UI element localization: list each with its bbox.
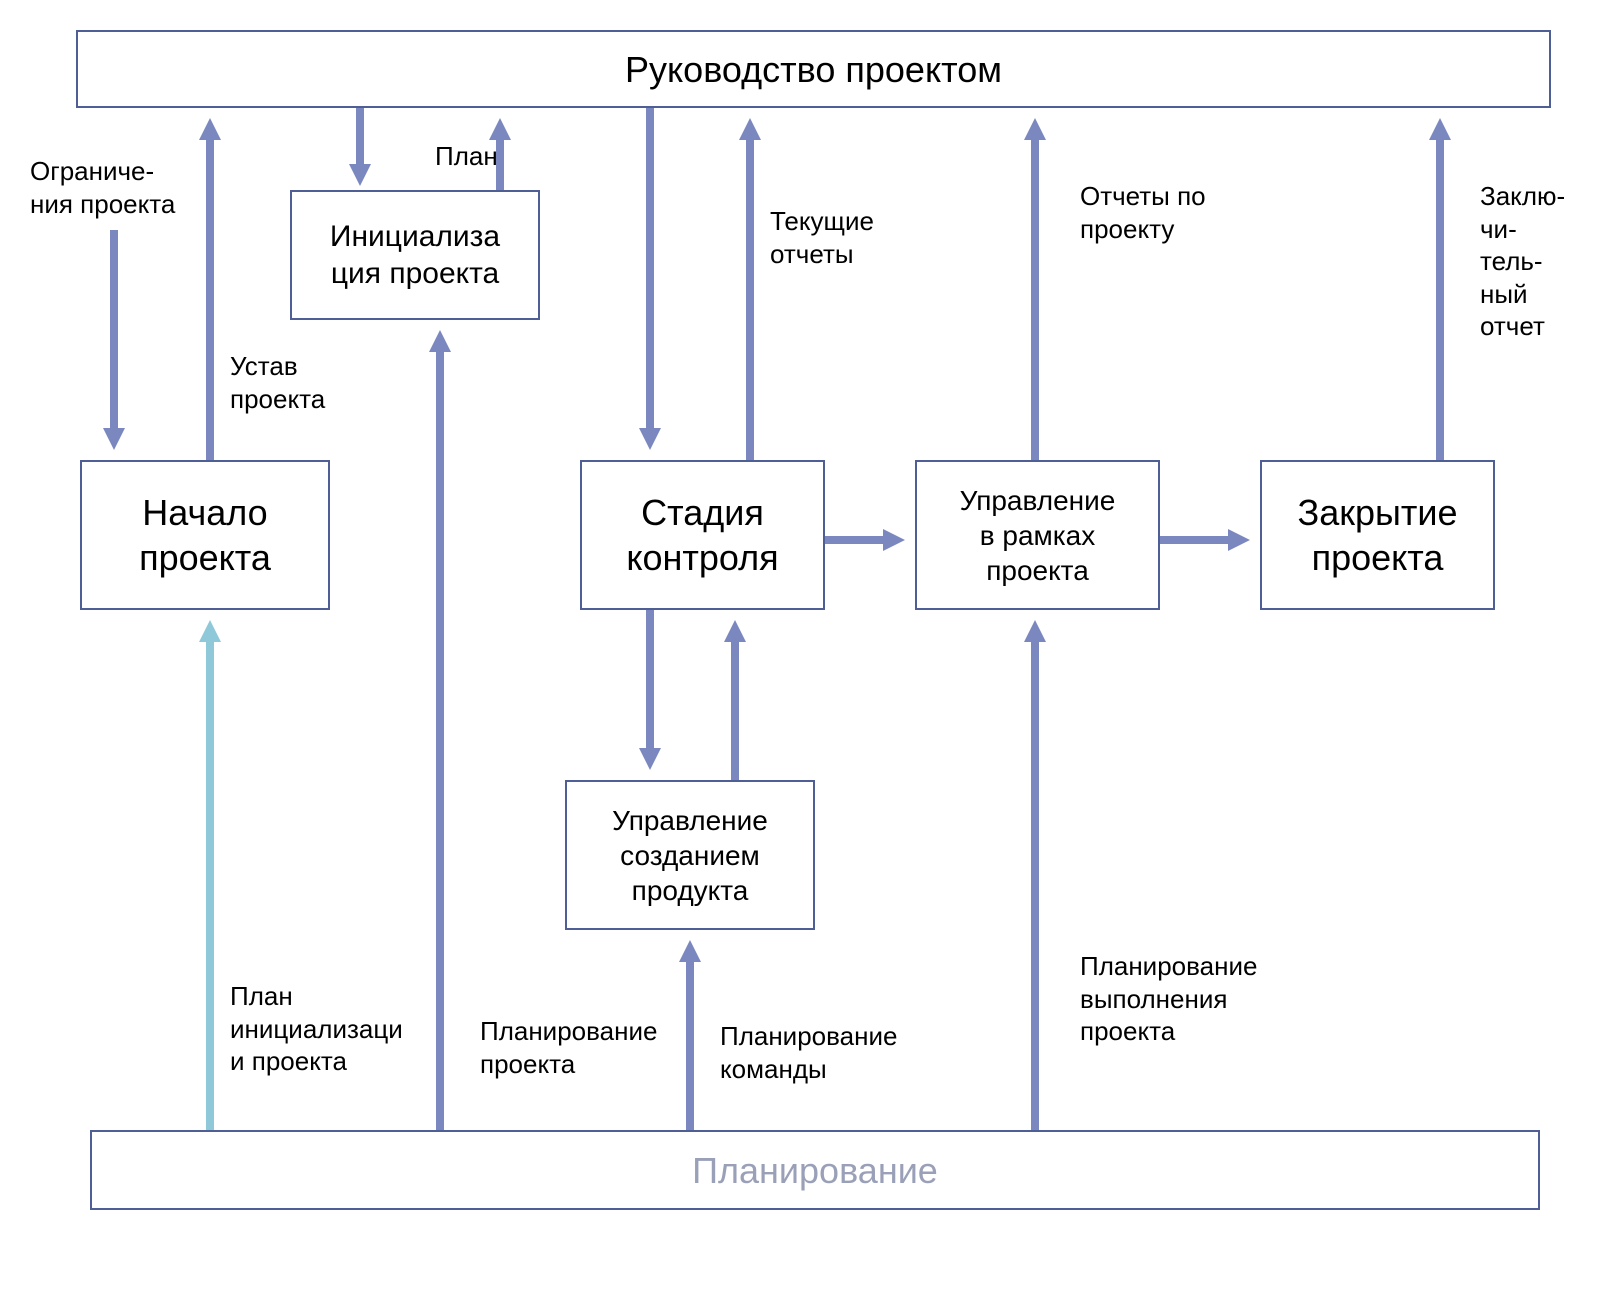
arrow-head-final_report_up: [1429, 118, 1451, 140]
label-constraints: Ограниче- ния проекта: [30, 155, 175, 220]
node-label-control: Стадия контроля: [626, 490, 778, 580]
arrow-project_reports_up: [1031, 140, 1039, 460]
node-leadership: Руководство проектом: [76, 30, 1551, 108]
arrow-charter_up: [206, 140, 214, 460]
arrow-head-plan_down: [349, 164, 371, 186]
arrow-control_to_scope: [825, 536, 883, 544]
node-label-leadership: Руководство проектом: [625, 47, 1002, 92]
arrow-exec_planning_up: [1031, 642, 1039, 1130]
label-final_report: Заклю- чи- тель- ный отчет: [1480, 180, 1565, 343]
arrow-plan_down: [356, 108, 364, 164]
node-product_mgmt: Управление созданием продукта: [565, 780, 815, 930]
label-project_reports: Отчеты по проекту: [1080, 180, 1206, 245]
arrow-head-product_to_control_up: [724, 620, 746, 642]
arrow-head-control_down: [639, 428, 661, 450]
arrow-head-project_reports_up: [1024, 118, 1046, 140]
arrow-control_down: [646, 108, 654, 428]
node-label-product_mgmt: Управление созданием продукта: [612, 803, 768, 908]
arrow-head-constraints_down: [103, 428, 125, 450]
arrow-project_planning_up: [436, 352, 444, 1130]
arrow-head-current_reports_up: [739, 118, 761, 140]
arrow-team_planning_up: [686, 962, 694, 1130]
label-current_reports: Текущие отчеты: [770, 205, 874, 270]
arrow-head-init_up: [489, 118, 511, 140]
arrow-scope_to_closure: [1160, 536, 1228, 544]
label-init_plan: План инициализаци и проекта: [230, 980, 403, 1078]
arrow-head-scope_to_closure: [1228, 529, 1250, 551]
label-charter: Устав проекта: [230, 350, 325, 415]
arrow-product_to_control_up: [731, 642, 739, 780]
node-label-closure: Закрытие проекта: [1297, 490, 1457, 580]
arrow-current_reports_up: [746, 140, 754, 460]
label-team_planning: Планирование команды: [720, 1020, 897, 1085]
arrow-final_report_up: [1436, 140, 1444, 460]
node-init: Инициализа ция проекта: [290, 190, 540, 320]
arrow-head-control_to_scope: [883, 529, 905, 551]
node-control: Стадия контроля: [580, 460, 825, 610]
node-label-planning: Планирование: [692, 1148, 938, 1193]
node-planning: Планирование: [90, 1130, 1540, 1210]
node-label-start: Начало проекта: [139, 490, 271, 580]
label-plan: План: [435, 140, 498, 173]
label-project_planning: Планирование проекта: [480, 1015, 657, 1080]
arrow-head-control_to_product_down: [639, 748, 661, 770]
node-manage_scope: Управление в рамках проекта: [915, 460, 1160, 610]
node-start: Начало проекта: [80, 460, 330, 610]
node-label-init: Инициализа ция проекта: [330, 218, 500, 293]
arrow-head-init_plan_up: [199, 620, 221, 642]
label-exec_planning: Планирование выполнения проекта: [1080, 950, 1257, 1048]
arrow-control_to_product_down: [646, 610, 654, 748]
node-closure: Закрытие проекта: [1260, 460, 1495, 610]
arrow-head-project_planning_up: [429, 330, 451, 352]
arrow-head-exec_planning_up: [1024, 620, 1046, 642]
diagram-canvas: Руководство проектом Начало проекта Инициа…: [0, 0, 1607, 1294]
arrow-head-team_planning_up: [679, 940, 701, 962]
arrow-head-charter_up: [199, 118, 221, 140]
arrow-constraints_down: [110, 230, 118, 428]
arrow-init_plan_up: [206, 642, 214, 1130]
node-label-manage_scope: Управление в рамках проекта: [960, 483, 1116, 588]
